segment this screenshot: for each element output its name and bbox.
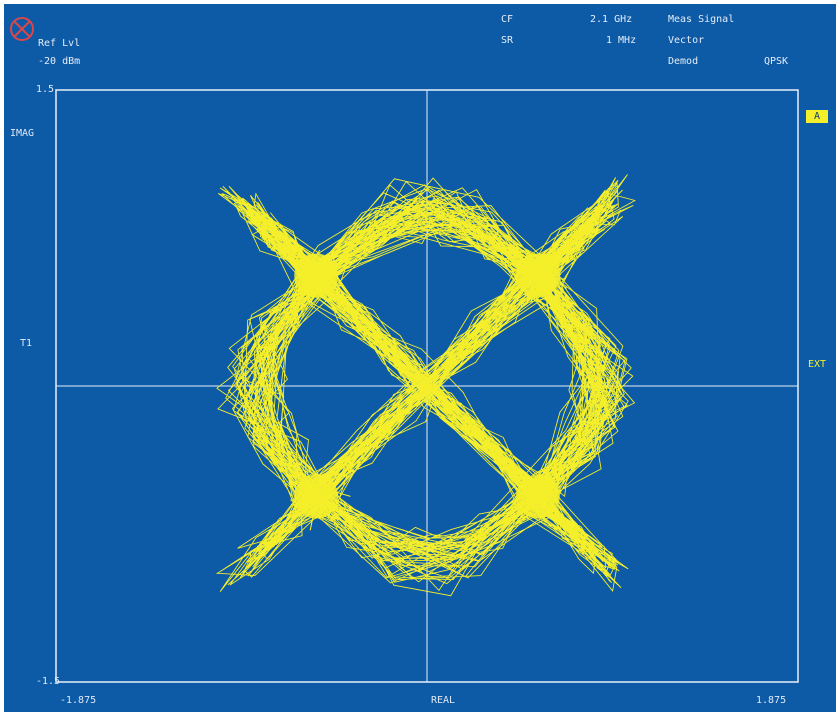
sr-value: 1 MHz (606, 35, 637, 46)
x-min-tick-label: -1.875 (60, 695, 97, 706)
cf-value: 2.1 GHz (590, 14, 633, 25)
demod-label: Demod (668, 56, 699, 67)
trajectory-path (216, 174, 637, 597)
x-axis-label: REAL (431, 695, 456, 706)
y-axis-label: IMAG (10, 128, 35, 139)
constellation-point (515, 474, 562, 523)
constellation-point (294, 249, 341, 306)
constellation-points (294, 249, 566, 531)
cf-label: CF (501, 14, 514, 25)
trace-marker-badge: A (806, 110, 828, 123)
vector-label: Vector (668, 35, 705, 46)
demod-value: QPSK (764, 56, 789, 67)
y-min-tick-label: -1.5 (36, 676, 61, 687)
constellation-point (513, 253, 566, 303)
meas-signal-label: Meas Signal (668, 14, 735, 25)
ref-level-label: Ref Lvl (38, 38, 81, 49)
vector-trajectory (216, 174, 637, 597)
x-max-tick-label: 1.875 (756, 695, 787, 706)
ref-level-value: -20 dBm (38, 56, 81, 67)
brand-logo-icon (10, 17, 34, 41)
trace-label: T1 (20, 338, 33, 349)
y-max-tick-label: 1.5 (36, 84, 55, 95)
sr-label: SR (501, 35, 514, 46)
ext-trigger-label: EXT (808, 359, 827, 370)
constellation-point (294, 474, 351, 531)
